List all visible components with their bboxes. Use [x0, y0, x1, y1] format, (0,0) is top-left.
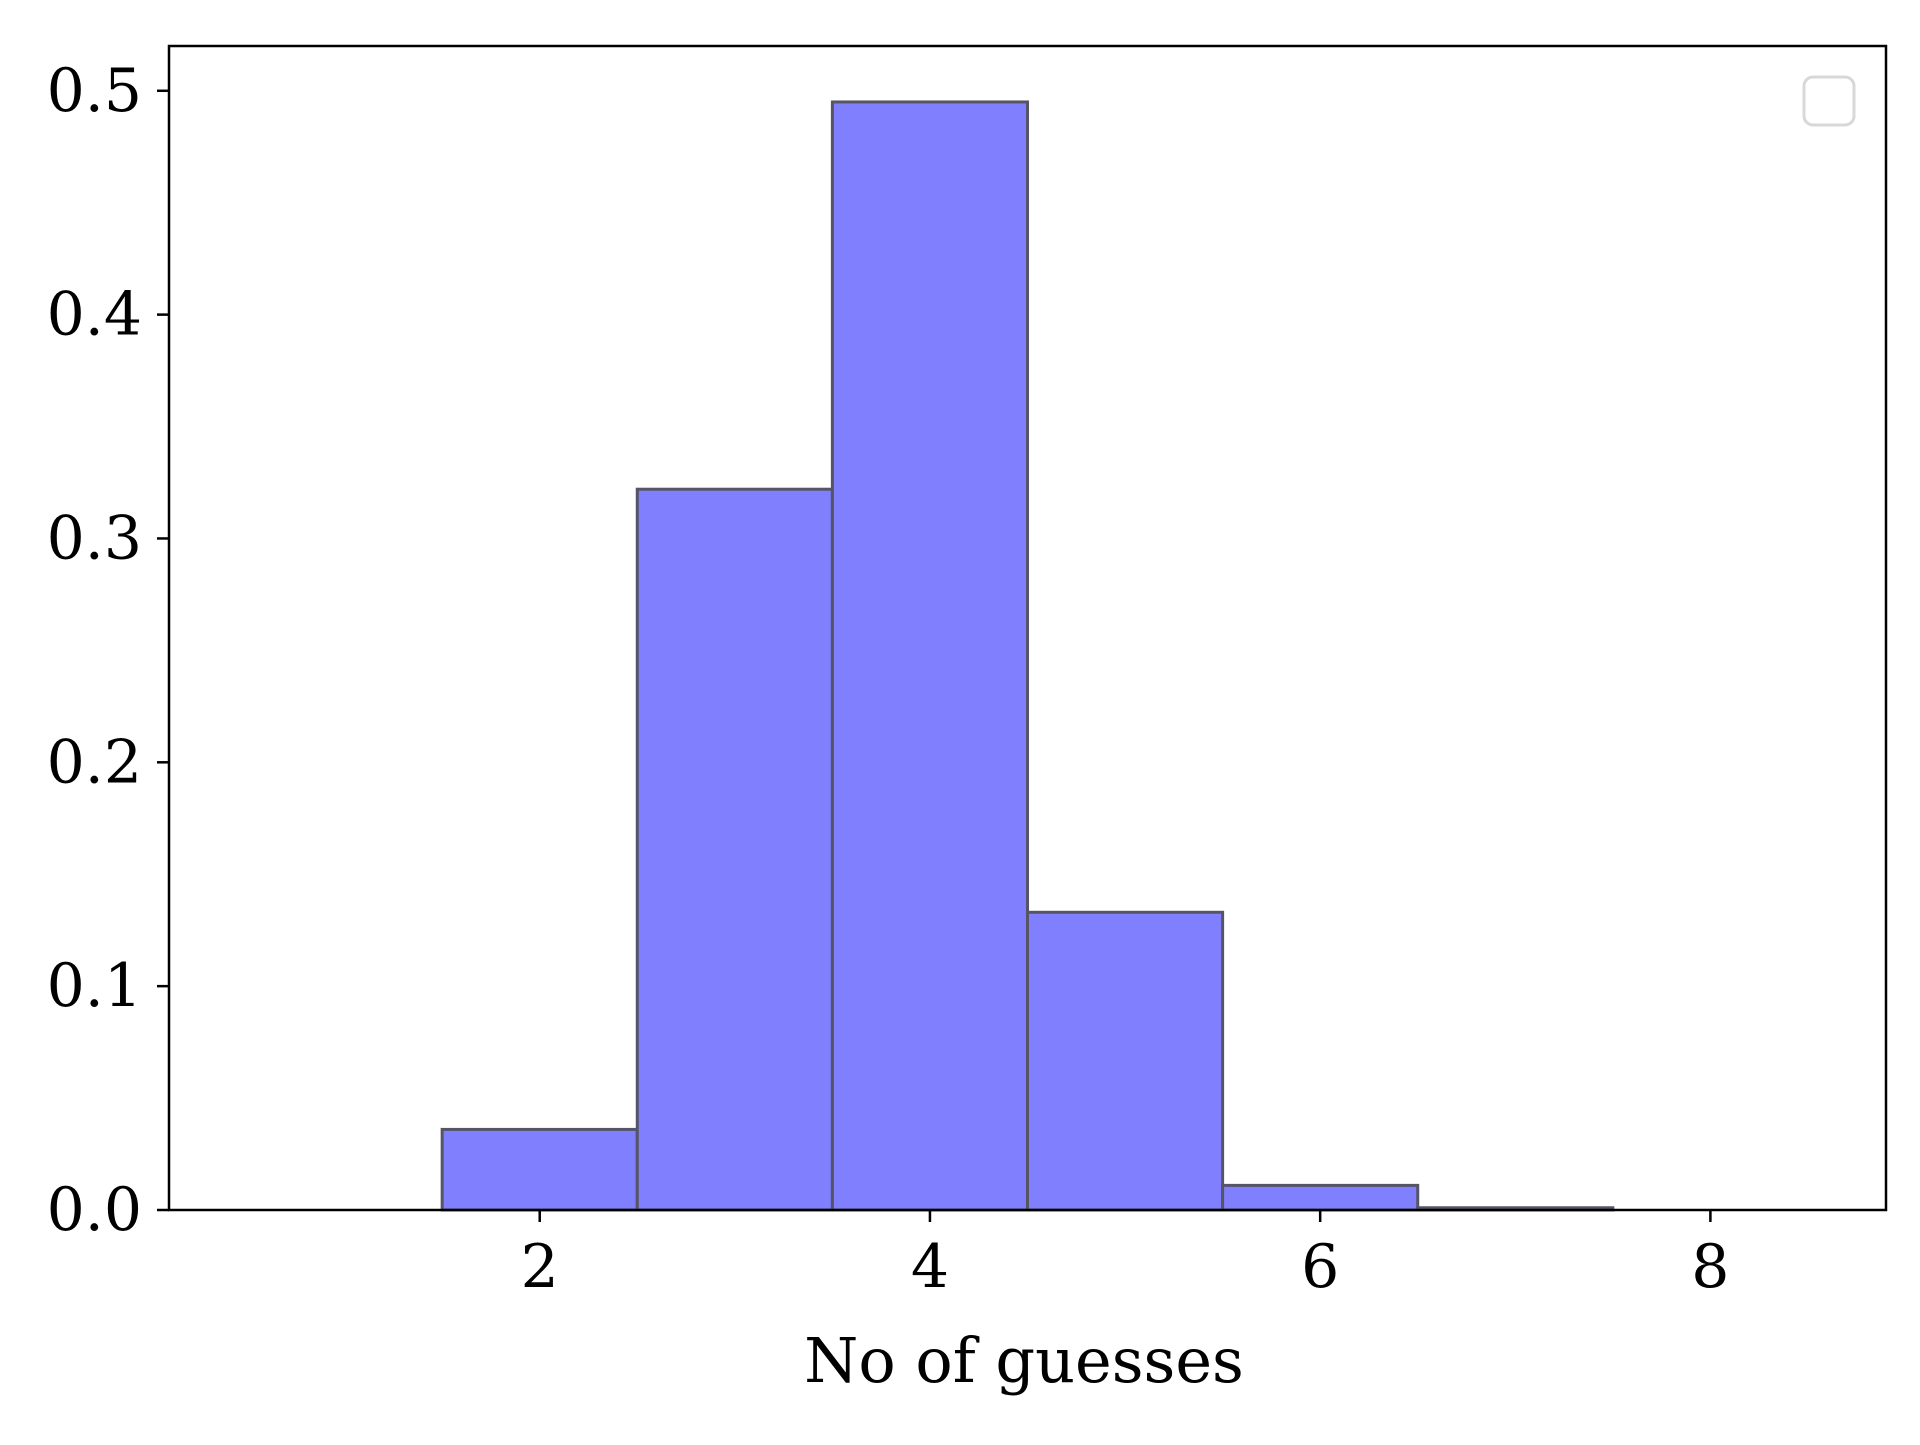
- x-tick-label-6: 6: [1301, 1232, 1339, 1302]
- histogram-bar-3: [635, 487, 834, 1212]
- x-tick-label-2: 2: [521, 1232, 559, 1302]
- bars-layer: [440, 100, 1615, 1212]
- histogram-bar-6: [1221, 1183, 1420, 1212]
- histogram-bar-2: [440, 1127, 639, 1212]
- legend-box: [1802, 75, 1856, 127]
- axes-layer: [167, 44, 1888, 1212]
- histogram-bar-5: [1026, 910, 1225, 1212]
- histogram-bar-4: [830, 100, 1029, 1212]
- x-axis-label: No of guesses: [804, 1324, 1244, 1397]
- x-tick-label-8: 8: [1691, 1232, 1729, 1302]
- y-tick-label-0.5: 0.5: [47, 56, 142, 126]
- y-tick-label-0.2: 0.2: [47, 727, 142, 797]
- ticks-layer: 2 4 6 8 0.0 0.1 0.2 0.3 0.4 0.5: [47, 56, 1730, 1302]
- legend-frame: [1802, 75, 1856, 127]
- y-tick-label-0.4: 0.4: [47, 280, 142, 350]
- x-tick-label-4: 4: [911, 1232, 949, 1302]
- y-tick-label-0.3: 0.3: [47, 503, 142, 573]
- plot-frame: [167, 44, 1888, 1212]
- y-tick-label-0.0: 0.0: [47, 1175, 142, 1245]
- y-tick-label-0.1: 0.1: [47, 951, 142, 1021]
